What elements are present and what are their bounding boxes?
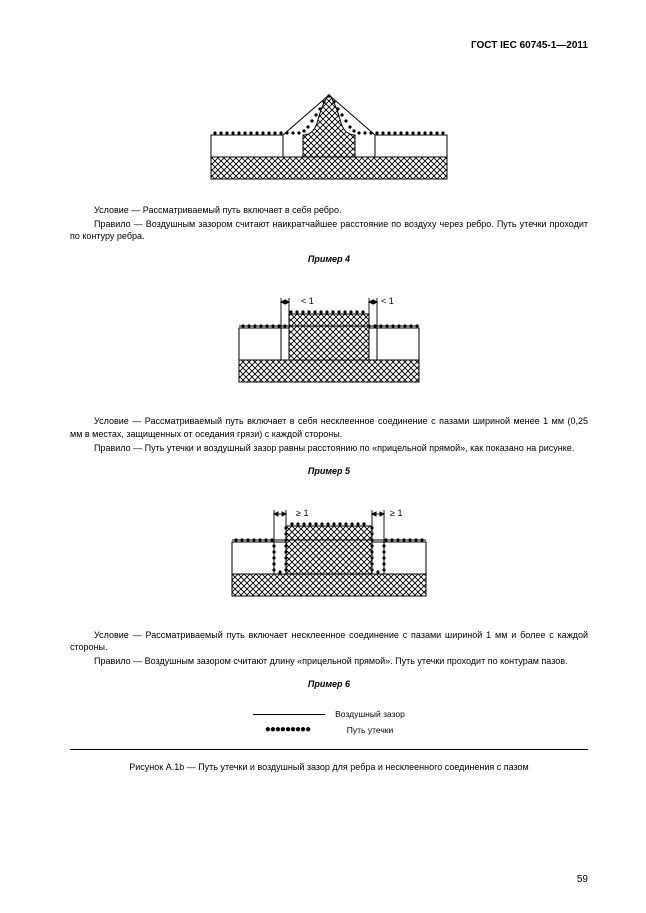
ex6-dim-right: ≥ 1 (390, 508, 402, 518)
legend: Воздушный зазор ●●●●●●●●● Путь утечки (209, 709, 449, 735)
ex5-dim-right: < 1 (381, 296, 394, 306)
ex5-rule: Правило — Путь утечки и воздушный зазор … (70, 442, 588, 454)
legend-airgap-label: Воздушный зазор (335, 709, 405, 719)
ex4-condition: Условие — Рассматриваемый путь включает … (70, 204, 588, 216)
ex5-dim-left: < 1 (301, 296, 314, 306)
ex5-condition: Условие — Рассматриваемый путь включает … (70, 415, 588, 439)
ex4-rule: Правило — Воздушным зазором считают наик… (70, 218, 588, 242)
separator-line (70, 749, 588, 750)
ex4-label: Пример 4 (70, 254, 588, 264)
figure-caption: Рисунок A.1b — Путь утечки и воздушный з… (70, 762, 588, 772)
ex6-condition: Условие — Рассматриваемый путь включает … (70, 629, 588, 653)
ex6-dim-left: ≥ 1 (296, 508, 308, 518)
ex5-label: Пример 5 (70, 466, 588, 476)
ex6-rule: Правило — Воздушным зазором считают длин… (70, 655, 588, 667)
figure-example-5: < 1 < 1 (70, 284, 588, 399)
legend-line-icon (253, 714, 325, 715)
figure-example-6: ≥ 1 ≥ 1 (70, 496, 588, 613)
legend-creepage-label: Путь утечки (347, 725, 393, 735)
legend-dots-icon: ●●●●●●●●● (265, 726, 337, 734)
figure-example-4 (70, 65, 588, 188)
page-number: 59 (577, 874, 588, 885)
doc-standard-header: ГОСТ IEC 60745-1—2011 (70, 40, 588, 51)
ex6-label: Пример 6 (70, 679, 588, 689)
